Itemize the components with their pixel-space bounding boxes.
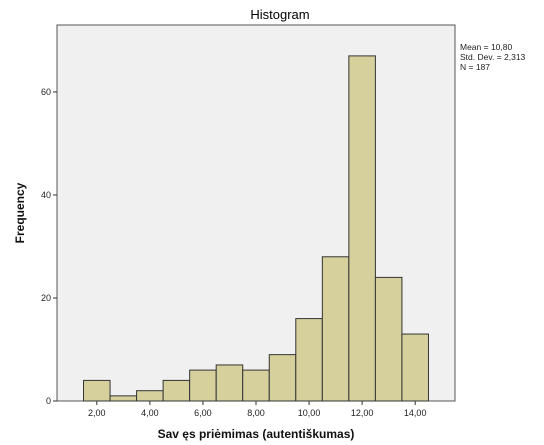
x-tick-label-7: 14,00 [404, 408, 427, 418]
x-axis-label: Sav ęs priėmimas (autentiškumas) [158, 427, 355, 441]
y-tick-label-4: 60 [41, 87, 51, 97]
x-tick-label-1: 2,00 [88, 408, 106, 418]
chart-title: Histogram [250, 7, 309, 22]
histogram-bar-5 [189, 369, 217, 402]
histogram-bar-12 [374, 276, 403, 402]
x-tick-label-3: 6,00 [194, 408, 212, 418]
x-tick-label-6: 12,00 [351, 408, 374, 418]
stats-mean: Mean = 10,80 [460, 42, 512, 52]
y-tick-label-3: 40 [41, 190, 51, 200]
y-tick-label-1: 0 [46, 396, 51, 406]
y-axis: 0 20 40 60 [41, 87, 57, 406]
histogram-bar-9 [295, 318, 323, 402]
stats-n: N = 187 [460, 62, 490, 72]
x-axis: 2,00 4,00 6,00 8,00 10,00 12,00 14,00 [88, 401, 426, 418]
histogram-bar-13 [401, 333, 429, 402]
y-axis-label: Frequency [13, 182, 27, 243]
histogram-bar-6 [215, 364, 244, 402]
histogram-bar-10 [321, 256, 350, 402]
histogram-bar-4 [162, 379, 191, 402]
stats-std-dev: Std. Dev. = 2,313 [460, 52, 526, 62]
x-tick-label-5: 10,00 [298, 408, 321, 418]
bars-group [83, 55, 429, 402]
x-tick-label-4: 8,00 [247, 408, 265, 418]
y-tick-label-2: 20 [41, 293, 51, 303]
histogram-bar-1 [83, 379, 111, 402]
x-tick-label-2: 4,00 [141, 408, 159, 418]
histogram-bar-7 [242, 369, 270, 402]
histogram-bar-3 [136, 390, 164, 402]
histogram-bar-2 [109, 395, 138, 402]
histogram-bar-8 [268, 354, 297, 402]
histogram-bar-11 [348, 55, 376, 402]
